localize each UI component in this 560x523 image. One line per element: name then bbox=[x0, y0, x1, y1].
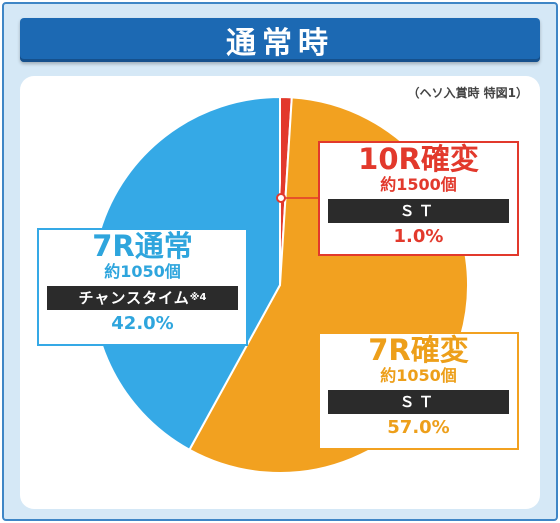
series-mode: ＳＴ bbox=[328, 199, 509, 223]
series-percent: 42.0% bbox=[111, 313, 174, 334]
chart-note: （ヘソ入賞時 特図1） bbox=[407, 86, 528, 100]
series-balls: 約1500個 bbox=[380, 175, 457, 194]
legend-box-7r-kakuhen: 7R確変 約1050個 ＳＴ 57.0% bbox=[318, 332, 519, 450]
series-balls: 約1050個 bbox=[380, 366, 457, 385]
series-balls: 約1050個 bbox=[104, 262, 181, 281]
series-mode-note: ※4 bbox=[189, 292, 207, 303]
series-percent: 57.0% bbox=[387, 417, 450, 438]
series-name: 7R確変 bbox=[368, 333, 469, 367]
series-mode: チャンスタイム※4 bbox=[47, 286, 238, 310]
series-percent: 1.0% bbox=[393, 226, 444, 247]
legend-box-10r-kakuhen: 10R確変 約1500個 ＳＴ 1.0% bbox=[318, 141, 519, 256]
leader-line-10r-kakuhen bbox=[280, 103, 287, 199]
legend-box-7r-tsujo: 7R通常 約1050個 チャンスタイム※4 42.0% bbox=[37, 228, 248, 346]
page-title: 通常時 bbox=[20, 18, 540, 62]
series-name: 10R確変 bbox=[358, 142, 479, 176]
leader-dot-10r-kakuhen bbox=[276, 193, 286, 203]
series-mode: ＳＴ bbox=[328, 390, 509, 414]
series-name: 7R通常 bbox=[92, 229, 193, 263]
